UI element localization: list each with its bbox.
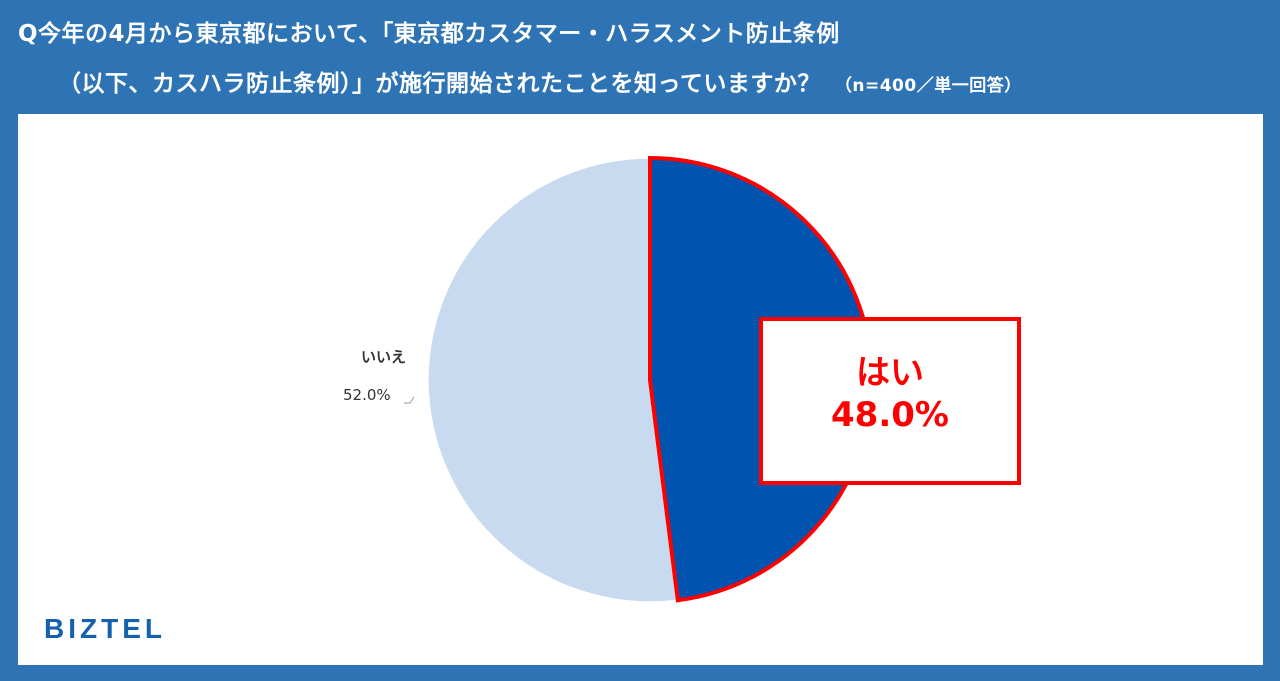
question-text-line2-body: （以下、カスハラ防止条例）」が施行開始されたことを知っていますか？: [58, 71, 821, 97]
leader-line-no: [404, 396, 415, 404]
chart-panel: いいえ 52.0% はい 48.0% BIZTEL: [18, 114, 1263, 665]
biztel-logo: BIZTEL: [44, 613, 166, 644]
pie-slice-no: [427, 157, 679, 603]
callout-yes-label: はい: [856, 353, 924, 393]
question-text-line1: Q今年の4月から東京都において、「東京都カスタマー・ハラスメント防止条例: [18, 21, 840, 47]
sample-note: （n=400／単一回答）: [834, 76, 1022, 96]
slice-label-no: いいえ: [361, 348, 407, 366]
question-text-line2: （以下、カスハラ防止条例）」が施行開始されたことを知っていますか？ （n=400／…: [58, 64, 1022, 98]
callout-yes: はい 48.0%: [759, 317, 1021, 485]
callout-yes-value: 48.0%: [831, 395, 949, 435]
slice-value-no: 52.0%: [343, 386, 391, 404]
question-header: Q今年の4月から東京都において、「東京都カスタマー・ハラスメント防止条例 （以下…: [0, 0, 1280, 114]
pie-chart: [404, 155, 874, 603]
